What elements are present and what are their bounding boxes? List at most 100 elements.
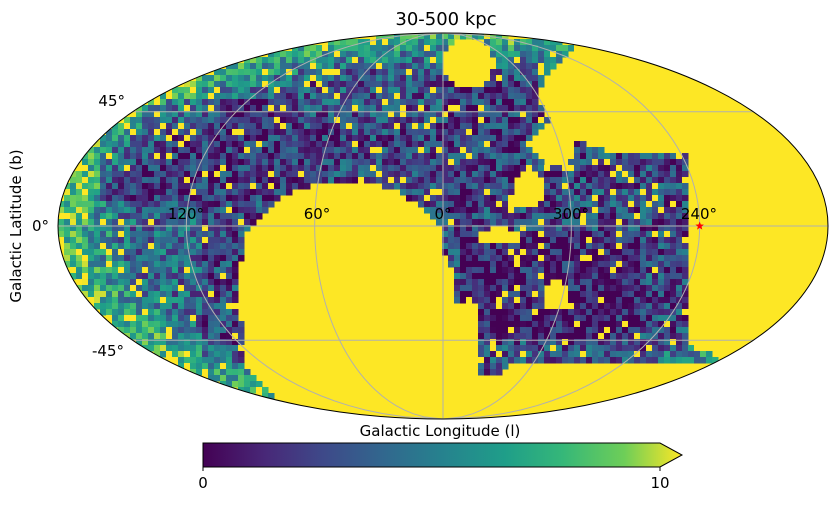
sky-pixel [526,261,533,268]
sky-pixel [256,63,263,70]
sky-pixel [514,255,521,262]
sky-pixel [196,321,203,328]
sky-pixel [466,105,473,112]
sky-pixel [526,231,533,238]
sky-pixel [196,261,203,268]
sky-pixel [226,153,233,160]
sky-pixel [220,93,227,100]
sky-pixel [538,249,545,256]
sky-pixel [292,63,299,70]
sky-pixel [250,57,257,64]
sky-pixel [274,165,281,172]
sky-pixel [382,153,389,160]
sky-pixel [502,207,509,214]
sky-pixel [154,267,161,274]
sky-pixel [244,177,251,184]
sky-pixel [250,147,257,154]
sky-pixel [364,135,371,142]
sky-pixel [418,159,425,166]
sky-pixel [112,291,119,298]
sky-pixel [592,219,599,226]
sky-pixel [514,45,521,52]
sky-pixel [376,111,383,118]
sky-pixel [70,201,77,208]
sky-pixel [142,177,149,184]
sky-pixel [412,123,419,130]
sky-pixel [220,219,227,226]
sky-pixel [154,345,161,352]
sky-pixel [616,321,623,328]
sky-pixel [64,249,71,256]
sky-pixel [574,315,581,322]
sky-pixel [640,327,647,334]
sky-pixel [550,171,557,178]
sky-pixel [208,345,215,352]
sky-pixel [250,75,257,82]
sky-pixel [490,129,497,136]
sky-pixel [472,243,479,250]
sky-pixel [460,93,467,100]
sky-pixel [478,87,485,94]
sky-pixel [490,75,497,82]
sky-pixel [148,297,155,304]
sky-pixel [310,105,317,112]
sky-pixel [202,129,209,136]
sky-pixel [616,237,623,244]
sky-pixel [316,153,323,160]
sky-pixel [418,189,425,196]
sky-pixel [340,99,347,106]
sky-pixel [424,201,431,208]
sky-pixel [478,171,485,178]
sky-pixel [304,171,311,178]
sky-pixel [574,333,581,340]
sky-pixel [160,291,167,298]
sky-pixel [628,297,635,304]
sky-pixel [268,153,275,160]
sky-pixel [286,105,293,112]
sky-pixel [448,153,455,160]
sky-pixel [94,303,101,310]
sky-pixel [592,159,599,166]
sky-pixel [250,123,257,130]
sky-pixel [136,285,143,292]
sky-pixel [184,339,191,346]
sky-pixel [514,345,521,352]
sky-pixel [148,207,155,214]
sky-pixel [574,213,581,220]
sky-pixel [220,207,227,214]
sky-pixel [526,315,533,322]
sky-pixel [424,177,431,184]
sky-pixel [586,159,593,166]
sky-pixel [652,291,659,298]
sky-pixel [532,39,539,46]
sky-pixel [148,189,155,196]
sky-pixel [100,309,107,316]
sky-pixel [562,237,569,244]
sky-pixel [208,135,215,142]
sky-pixel [214,141,221,148]
sky-pixel [88,219,95,226]
sky-pixel [508,129,515,136]
sky-pixel [538,345,545,352]
sky-pixel [118,291,125,298]
sky-pixel [658,183,665,190]
sky-pixel [328,81,335,88]
sky-pixel [520,207,527,214]
sky-pixel [532,57,539,64]
sky-pixel [298,93,305,100]
sky-pixel [640,183,647,190]
sky-pixel [658,351,665,358]
sky-pixel [664,243,671,250]
sky-pixel [664,183,671,190]
sky-pixel [460,279,467,286]
sky-pixel [520,231,527,238]
sky-pixel [562,345,569,352]
sky-pixel [268,393,275,400]
sky-pixel [148,255,155,262]
sky-pixel [244,123,251,130]
sky-pixel [424,51,431,58]
sky-pixel [322,129,329,136]
sky-pixel [400,75,407,82]
sky-pixel [304,147,311,154]
longitude-gridline [314,33,444,419]
